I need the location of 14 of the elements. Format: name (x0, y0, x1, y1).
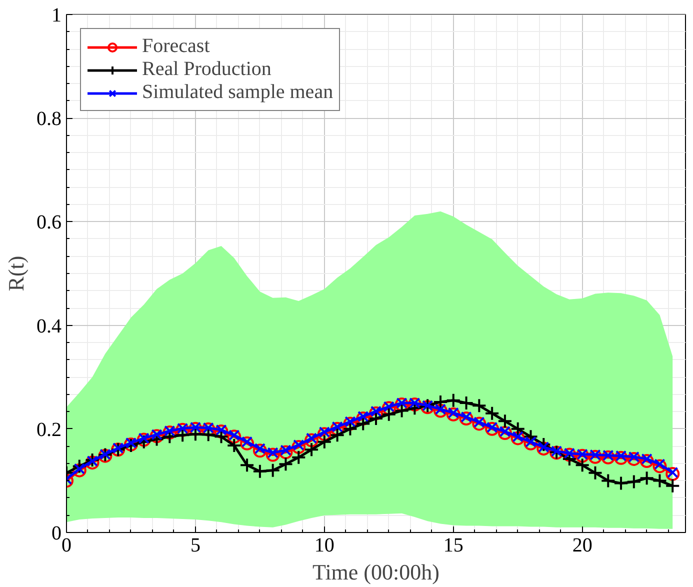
y-tick-label: 0.2 (36, 418, 62, 441)
x-tick-label: 5 (190, 534, 200, 556)
y-tick-label: 1 (52, 4, 62, 26)
x-tick-label: 15 (443, 534, 464, 556)
legend-label: Simulated sample mean (142, 81, 334, 104)
x-axis-title: Time (00:00h) (312, 560, 440, 584)
y-tick-label: 0.6 (36, 212, 62, 234)
x-tick-label: 20 (572, 534, 592, 556)
y-tick-label: 0.4 (36, 315, 62, 338)
y-tick-label: 0.8 (36, 108, 62, 130)
y-axis-title: R(t) (4, 256, 28, 292)
legend-label: Forecast (142, 35, 210, 58)
legend-label: Real Production (142, 58, 272, 81)
x-tick-label: 10 (314, 534, 334, 556)
